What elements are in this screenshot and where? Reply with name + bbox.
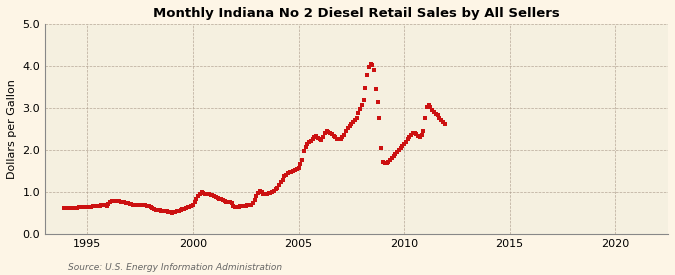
- Text: Source: U.S. Energy Information Administration: Source: U.S. Energy Information Administ…: [68, 263, 281, 272]
- Title: Monthly Indiana No 2 Diesel Retail Sales by All Sellers: Monthly Indiana No 2 Diesel Retail Sales…: [153, 7, 560, 20]
- Y-axis label: Dollars per Gallon: Dollars per Gallon: [7, 79, 17, 179]
